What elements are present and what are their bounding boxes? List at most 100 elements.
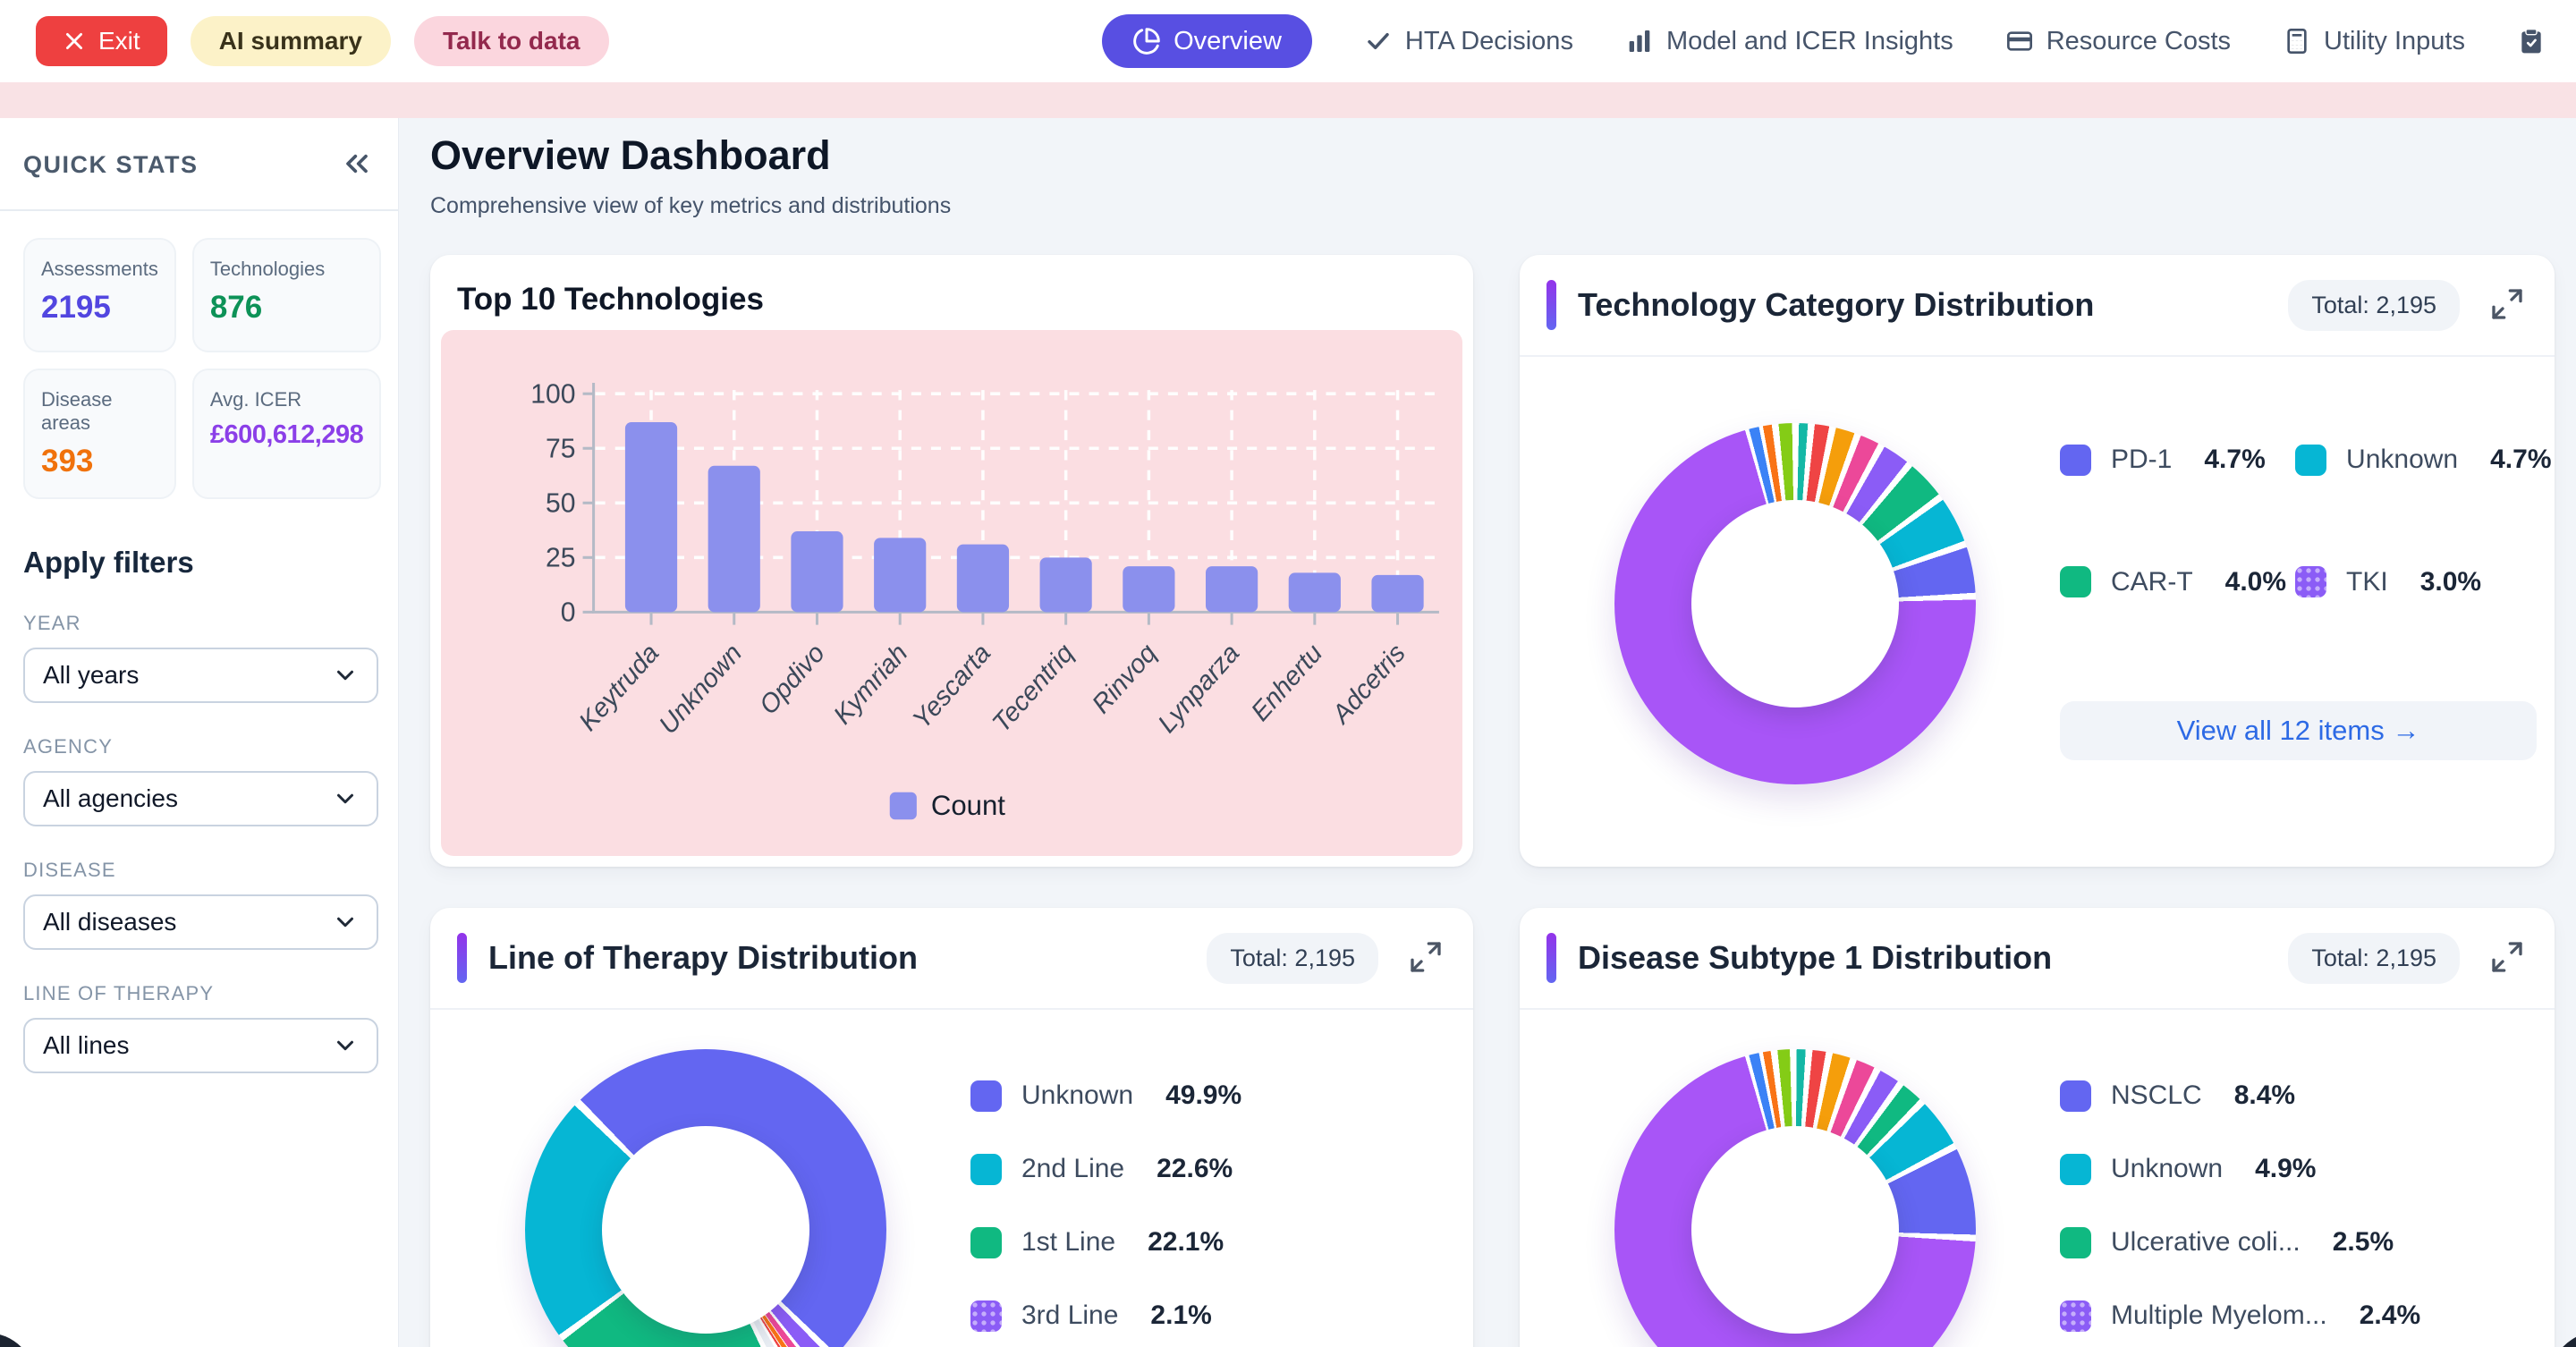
disease-subtype-donut-chart[interactable] <box>1614 1049 1976 1347</box>
nav-utility-inputs[interactable]: Utility Inputs <box>2283 27 2465 56</box>
card-title: Line of Therapy Distribution <box>488 939 919 976</box>
legend-label: 1st Line <box>1021 1227 1116 1257</box>
nav-overview[interactable]: Overview <box>1102 14 1312 68</box>
collapse-sidebar-button[interactable] <box>335 145 378 184</box>
legend-item-nsclc[interactable]: NSCLC 8.4% <box>2060 1076 2528 1115</box>
nav-item-label: Overview <box>1174 26 1282 55</box>
exit-button-label: Exit <box>98 27 140 55</box>
card-body: Unknown 49.9% 2nd Line 22.6% 1st Line 22.1% 3r… <box>430 1010 1473 1347</box>
svg-text:100: 100 <box>530 379 575 409</box>
legend-label: Ulcerative coli... <box>2111 1227 2301 1257</box>
legend-percentage: 22.6% <box>1157 1154 1233 1183</box>
legend-label: PD-1 <box>2111 445 2173 475</box>
legend-item-unknown[interactable]: Unknown 4.9% <box>2060 1149 2528 1189</box>
talk-to-data-button[interactable]: Talk to data <box>413 16 609 66</box>
pie-chart-icon <box>1132 27 1161 55</box>
legend-item-pd-1[interactable]: PD-1 4.7% <box>2060 440 2286 479</box>
sidebar-header: QUICK STATS <box>23 145 378 184</box>
legend-percentage: 49.9% <box>1165 1080 1242 1110</box>
legend-item-car-t[interactable]: CAR-T 4.0% <box>2060 563 2286 602</box>
ai-summary-button[interactable]: AI summary <box>190 16 391 66</box>
legend-percentage: 4.9% <box>2255 1154 2317 1183</box>
total-badge: Total: 2,195 <box>1207 932 1378 984</box>
chart-legend: NSCLC 8.4% Unknown 4.9% Ulcerative coli... 2.… <box>2060 1076 2528 1347</box>
filter-select-agency[interactable]: All agencies <box>23 771 378 826</box>
quick-stats-title: QUICK STATS <box>23 150 199 178</box>
technology-category-card: Technology Category Distribution Total: … <box>1520 255 2555 867</box>
chevron-down-icon <box>332 909 359 936</box>
technology-category-donut-chart[interactable] <box>1614 423 1976 784</box>
line-of-therapy-donut-chart[interactable] <box>525 1049 886 1347</box>
filter-select-year[interactable]: All years <box>23 648 378 703</box>
close-icon <box>66 33 82 49</box>
nav-hta-decisions[interactable]: HTA Decisions <box>1364 27 1573 56</box>
filter-selected-value: All diseases <box>43 908 177 936</box>
main-content: Overview Dashboard Comprehensive view of… <box>399 118 2576 1347</box>
card-header: Disease Subtype 1 Distribution Total: 2,… <box>1520 908 2555 1010</box>
stat-card-avg-icer: Avg. ICER £600,612,298 <box>191 369 382 499</box>
legend-item-2nd-line[interactable]: 2nd Line 22.6% <box>970 1149 1446 1189</box>
legend-item-tki[interactable]: TKI 3.0% <box>2295 563 2551 602</box>
maximize-icon <box>2492 941 2522 972</box>
card-body: NSCLC 8.4% Unknown 4.9% Ulcerative coli... 2.… <box>1520 1010 2555 1347</box>
nav-resource-costs[interactable]: Resource Costs <box>2005 27 2231 56</box>
top-10-technologies-card: Top 10 Technologies 0 25 50 75 100 Keytruda Un… <box>430 255 1473 867</box>
legend-swatch <box>970 1226 1002 1258</box>
legend-percentage: 4.7% <box>2204 445 2266 475</box>
legend-swatch <box>2295 566 2327 598</box>
legend-label: TKI <box>2346 566 2388 597</box>
nav-item-label: HTA Decisions <box>1404 26 1573 55</box>
filter-label-line-of-therapy: LINE OF THERAPY <box>23 982 215 1004</box>
card-title: Disease Subtype 1 Distribution <box>1578 939 2053 976</box>
filter-select-disease[interactable]: All diseases <box>23 894 378 950</box>
filter-select-line-of-therapy[interactable]: All lines <box>23 1018 378 1073</box>
stat-label: Assessments <box>41 258 158 280</box>
app-body: QUICK STATS Assessments 2195 Technologies 8… <box>0 118 2576 1347</box>
stat-value: £600,612,298 <box>209 420 364 449</box>
svg-text:75: 75 <box>546 434 575 463</box>
check-icon <box>1364 27 1393 55</box>
nav-model-and-icer-insights[interactable]: Model and ICER Insights <box>1625 27 1953 56</box>
quick-stats-grid: Assessments 2195 Technologies 876 Disease ar… <box>23 238 382 499</box>
stat-card-technologies: Technologies 876 <box>191 238 382 352</box>
exit-button[interactable]: Exit <box>36 16 167 66</box>
legend-percentage: 2.5% <box>2332 1227 2394 1257</box>
expand-button[interactable] <box>2487 937 2528 978</box>
legend-item-unknown[interactable]: Unknown 49.9% <box>970 1076 1446 1115</box>
legend-item-multiple-myelom[interactable]: Multiple Myelom... 2.4% <box>2060 1296 2528 1335</box>
legend-item-3rd-line[interactable]: 3rd Line 2.1% <box>970 1296 1446 1335</box>
expand-button[interactable] <box>2487 284 2528 326</box>
svg-text:Count: Count <box>931 790 1005 821</box>
legend-item-unknown[interactable]: Unknown 4.7% <box>2295 440 2552 479</box>
donut-area <box>1530 1010 2060 1347</box>
top-10-technologies-title: Top 10 Technologies <box>457 282 764 317</box>
view-all-items-button[interactable]: View all 12 items → <box>2060 700 2538 760</box>
nav-clipboard-check-icon-button[interactable] <box>2517 27 2546 55</box>
filter-selected-value: All agencies <box>43 784 178 812</box>
expand-button[interactable] <box>1405 937 1446 978</box>
svg-text:Yescarta: Yescarta <box>907 639 996 735</box>
dashboard-grid: Top 10 Technologies 0 25 50 75 100 Keytruda Un… <box>430 255 2555 1347</box>
card-header: Technology Category Distribution Total: … <box>1520 255 2555 357</box>
svg-text:Kymriah: Kymriah <box>828 639 914 731</box>
legend-item-1st-line[interactable]: 1st Line 22.1% <box>970 1223 1446 1262</box>
page-subtitle: Comprehensive view of key metrics and di… <box>430 193 952 218</box>
divider <box>0 209 398 211</box>
chart-legend: PD-1 4.7% Unknown 4.7% CAR-T 4.0% TKI 3.0% View … <box>2060 416 2552 784</box>
legend-percentage: 4.0% <box>2224 566 2287 597</box>
clipboard-check-icon <box>2517 27 2546 55</box>
legend-swatch <box>2295 444 2327 476</box>
svg-text:25: 25 <box>546 543 575 572</box>
bar-chart-icon <box>1625 27 1654 55</box>
total-badge: Total: 2,195 <box>2288 279 2460 331</box>
chevrons-left-icon <box>346 154 368 173</box>
filters-title: Apply filters <box>23 546 194 579</box>
filter-selected-value: All lines <box>43 1031 130 1059</box>
legend-item-ulcerative-coli[interactable]: Ulcerative coli... 2.5% <box>2060 1223 2528 1262</box>
legend-swatch <box>2060 1080 2091 1112</box>
svg-text:Tecentriq: Tecentriq <box>987 638 1080 738</box>
legend-label: Unknown <box>2346 445 2459 475</box>
legend-swatch <box>970 1153 1002 1185</box>
top-bar-left-actions: Exit AI summary Talk to data <box>36 16 609 66</box>
